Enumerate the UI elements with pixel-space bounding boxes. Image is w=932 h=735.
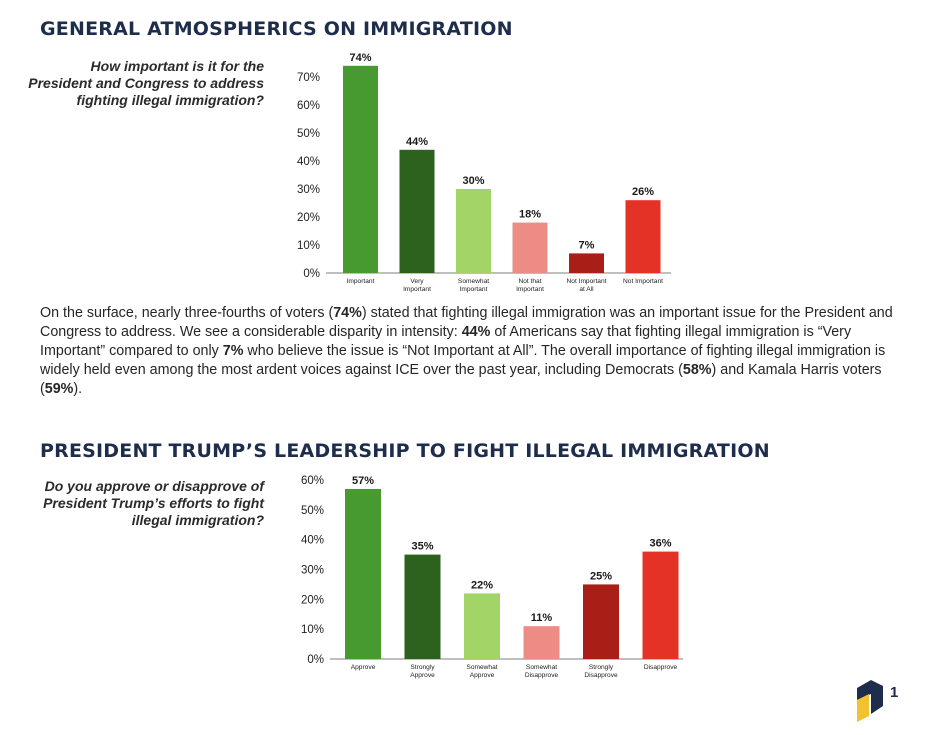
bar xyxy=(464,593,500,659)
body-highlight-stat: 44% xyxy=(461,324,491,340)
approval-bar-chart: 0% 10% 20% 30% 40% 50% 60% 57% Approve 35% Strongl… xyxy=(301,475,683,679)
category-label: Important xyxy=(460,286,488,293)
category-label: Very xyxy=(410,278,424,285)
y-tick-label: 0% xyxy=(303,268,320,280)
category-label: Somewhat xyxy=(526,664,557,671)
body-text-run: who believe the issue is “Not Important … xyxy=(40,343,886,378)
bar-value-label: 35% xyxy=(411,541,433,553)
body-text-run: ). xyxy=(73,381,83,397)
category-label: Approve xyxy=(351,664,376,671)
bar xyxy=(399,149,435,273)
importance-bar-chart: 0% 10% 20% 30% 40% 50% 60% 70% 74% Important 44% Ve… xyxy=(297,52,671,293)
category-label: Not Important xyxy=(567,278,607,285)
y-tick-label: 0% xyxy=(307,654,324,666)
category-label: Approve xyxy=(470,672,495,679)
bar-value-label: 18% xyxy=(519,209,541,221)
category-label: Strongly xyxy=(410,664,435,671)
page-number: 1 xyxy=(890,684,899,701)
chart-question-importance: How important is it for the President an… xyxy=(28,58,264,108)
brand-logo-icon xyxy=(857,680,883,722)
y-tick-label: 20% xyxy=(297,212,320,224)
category-label: Disapprove xyxy=(525,672,559,679)
category-label: Important xyxy=(403,286,431,293)
y-tick-label: 50% xyxy=(297,128,320,140)
body-highlight-stat: 58% xyxy=(682,362,712,378)
bar-value-label: 11% xyxy=(531,612,553,624)
bar xyxy=(583,584,619,659)
category-label: Important xyxy=(347,278,375,285)
body-highlight-stat: 7% xyxy=(222,343,244,359)
bar xyxy=(625,200,661,273)
category-label: at All xyxy=(579,286,594,293)
body-text-run: ) stated that fighting illegal immigrati… xyxy=(40,305,893,340)
y-tick-label: 60% xyxy=(297,100,320,112)
y-tick-label: 40% xyxy=(297,156,320,168)
bar-value-label: 57% xyxy=(352,475,374,487)
category-label: Approve xyxy=(410,672,435,679)
bar xyxy=(512,222,548,273)
bar xyxy=(642,551,679,659)
y-tick-label: 10% xyxy=(301,624,324,636)
body-text-run: On the surface, nearly three-fourths of … xyxy=(40,305,334,321)
bar xyxy=(456,189,491,273)
bar-value-label: 22% xyxy=(471,579,493,591)
bar xyxy=(404,554,441,659)
y-tick-label: 20% xyxy=(301,594,324,606)
bar-value-label: 74% xyxy=(349,52,371,64)
bar-value-label: 30% xyxy=(462,175,484,187)
bar-value-label: 7% xyxy=(579,239,595,251)
y-tick-label: 10% xyxy=(297,240,320,252)
y-tick-label: 70% xyxy=(297,72,320,84)
body-text-run: ) and Kamala Harris voters ( xyxy=(40,362,882,397)
bar xyxy=(569,253,604,273)
bar-value-label: 36% xyxy=(649,538,671,550)
bar-value-label: 44% xyxy=(406,136,428,148)
category-label: Somewhat xyxy=(466,664,497,671)
category-label: Somewhat xyxy=(458,278,489,285)
body-highlight-stat: 59% xyxy=(44,381,74,397)
category-label: Important xyxy=(516,286,544,293)
y-tick-label: 30% xyxy=(297,184,320,196)
bar xyxy=(343,65,378,273)
section-heading-trump-leadership: PRESIDENT TRUMP’S LEADERSHIP TO FIGHT IL… xyxy=(40,440,770,462)
bar xyxy=(345,488,381,659)
bar-value-label: 25% xyxy=(590,570,612,582)
section-heading-atmospherics: GENERAL ATMOSPHERICS ON IMMIGRATION xyxy=(40,18,513,40)
category-label: Disapprove xyxy=(644,664,678,671)
y-tick-label: 30% xyxy=(301,565,324,577)
category-label: Not Important xyxy=(623,278,663,285)
body-text-run: of Americans say that fighting illegal i… xyxy=(40,324,852,359)
y-tick-label: 60% xyxy=(301,475,324,487)
bar-value-label: 26% xyxy=(632,186,654,198)
category-label: Strongly xyxy=(589,664,614,671)
bar xyxy=(523,626,560,659)
category-label: Disapprove xyxy=(584,672,618,679)
body-highlight-stat: 74% xyxy=(333,305,362,321)
category-label: Not that xyxy=(518,278,541,285)
y-tick-label: 40% xyxy=(301,535,324,547)
body-paragraph: On the surface, nearly three-fourths of … xyxy=(40,304,900,399)
chart-question-approval: Do you approve or disapprove of Presiden… xyxy=(43,478,264,528)
y-tick-label: 50% xyxy=(301,505,324,517)
